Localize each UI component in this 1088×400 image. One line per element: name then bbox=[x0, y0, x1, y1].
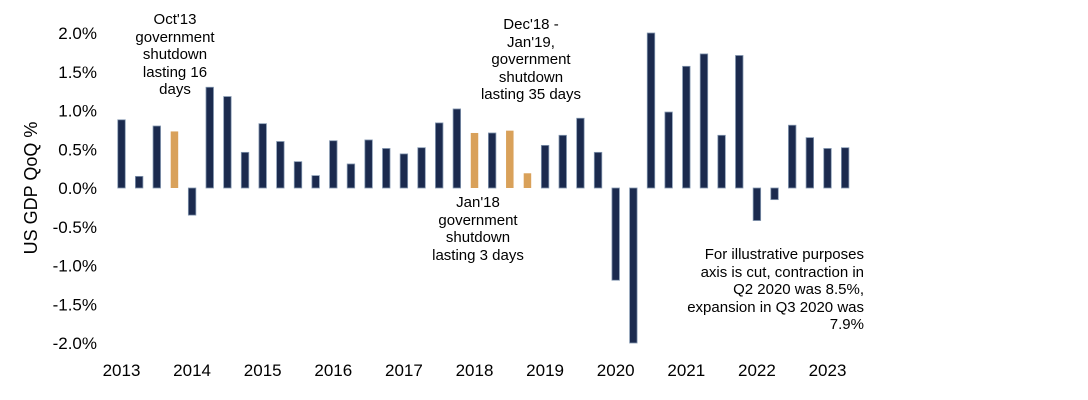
bar-2014-q1 bbox=[187, 187, 197, 216]
bar-2014-q4 bbox=[240, 151, 250, 189]
y-tick-label: -1.5% bbox=[53, 295, 97, 314]
bar-2015-q1 bbox=[258, 123, 267, 189]
bar-2018-q4 bbox=[523, 173, 532, 188]
y-axis-ticks: 2.0% 1.5% 1.0% 0.5% 0.0% -0.5% -1.0% -1.5% -2.0% bbox=[53, 24, 97, 353]
bar-2013-q2 bbox=[134, 175, 144, 189]
annotation-line: Q2 2020 was 8.5%, bbox=[733, 281, 864, 298]
annotation-line: lasting 16 bbox=[142, 63, 208, 81]
bar-2018-q2 bbox=[487, 132, 497, 189]
bar-2023-q2 bbox=[841, 147, 850, 189]
bar-2017-q1 bbox=[399, 153, 409, 189]
x-tick-label: 2015 bbox=[244, 361, 282, 380]
bar-2021-q3 bbox=[717, 134, 726, 189]
bar-2016-q2 bbox=[346, 163, 356, 189]
bar-2019-q3 bbox=[576, 117, 585, 189]
annotation-line: government bbox=[491, 51, 571, 68]
bar-2015-q2 bbox=[276, 141, 285, 189]
bar-2017-q3 bbox=[435, 122, 444, 189]
bar-2021-q4 bbox=[735, 55, 744, 189]
bar-2018-q3 bbox=[506, 130, 514, 188]
annotation-line: Oct'13 bbox=[153, 11, 197, 28]
x-tick-label: 2013 bbox=[103, 361, 141, 380]
annotation-line: For illustrative purposes bbox=[704, 246, 864, 263]
annotation-line: Jan'19, bbox=[507, 33, 555, 51]
x-tick-label: 2017 bbox=[385, 361, 423, 380]
y-axis-label: US GDP QoQ % bbox=[21, 122, 41, 255]
bar-2016-q3 bbox=[364, 139, 373, 189]
bar-2013-q1 bbox=[117, 119, 126, 189]
y-tick-label: 0.5% bbox=[58, 140, 97, 159]
bar-2016-q4 bbox=[382, 148, 391, 189]
bar-2016-q1 bbox=[329, 140, 338, 189]
annotation-line: government bbox=[135, 28, 215, 46]
annotation-line: Jan'18 bbox=[456, 194, 500, 211]
y-tick-label: 1.5% bbox=[58, 63, 97, 82]
bar-2020-q3 bbox=[646, 32, 656, 189]
bar-2022-q2 bbox=[770, 187, 779, 201]
bar-2014-q2 bbox=[205, 86, 214, 189]
annotation-line: Dec'18 - bbox=[503, 16, 559, 33]
bar-series bbox=[117, 32, 850, 344]
y-tick-label: 0.0% bbox=[58, 179, 97, 198]
x-tick-label: 2019 bbox=[526, 361, 564, 380]
bar-2021-q2 bbox=[699, 53, 709, 189]
x-tick-label: 2022 bbox=[738, 361, 776, 380]
annotation-line: shutdown bbox=[498, 68, 564, 86]
annotation-axis-cut: For illustrative purposes axis is cut, c… bbox=[680, 246, 864, 334]
annotation-line: axis is cut, contraction in bbox=[700, 263, 864, 281]
annotation-line: government bbox=[438, 211, 518, 229]
annotation-line: shutdown bbox=[445, 229, 511, 246]
annotation-line: expansion in Q3 2020 was bbox=[687, 298, 864, 316]
bar-2020-q2 bbox=[629, 187, 638, 344]
annotation-line: lasting 3 days bbox=[432, 246, 524, 264]
bar-2019-q4 bbox=[593, 151, 603, 189]
annotation-line: days bbox=[159, 81, 191, 98]
bar-2015-q4 bbox=[311, 175, 320, 189]
x-tick-label: 2020 bbox=[597, 361, 635, 380]
x-tick-label: 2021 bbox=[667, 361, 705, 380]
bar-2021-q1 bbox=[682, 65, 691, 189]
bar-2013-q4 bbox=[170, 131, 179, 188]
bar-2022-q4 bbox=[805, 137, 814, 189]
bar-2017-q2 bbox=[417, 147, 426, 189]
x-tick-label: 2016 bbox=[314, 361, 352, 380]
annotation-line: 7.9% bbox=[829, 316, 864, 333]
x-tick-label: 2018 bbox=[456, 361, 494, 380]
annotation-line: shutdown bbox=[142, 46, 208, 63]
y-tick-label: 1.0% bbox=[58, 102, 97, 121]
bar-2019-q2 bbox=[558, 134, 567, 189]
annotation-dec18-shutdown: Dec'18 - Jan'19, government shutdown las… bbox=[481, 16, 581, 104]
bar-2022-q1 bbox=[752, 187, 762, 221]
annotation-jan18-shutdown: Jan'18 government shutdown lasting 3 day… bbox=[432, 194, 524, 264]
x-tick-label: 2014 bbox=[173, 361, 211, 380]
y-tick-label: -1.0% bbox=[53, 257, 97, 276]
bar-2013-q3 bbox=[152, 125, 161, 189]
x-tick-label: 2023 bbox=[809, 361, 847, 380]
bar-2022-q3 bbox=[788, 124, 797, 189]
bar-2020-q4 bbox=[664, 111, 673, 189]
bar-2015-q3 bbox=[293, 161, 303, 189]
annotation-oct13-shutdown: Oct'13 government shutdown lasting 16 da… bbox=[135, 11, 214, 99]
bar-2023-q1 bbox=[823, 148, 832, 189]
bar-2017-q4 bbox=[452, 108, 462, 189]
y-tick-label: -2.0% bbox=[53, 334, 97, 353]
bar-2020-q1 bbox=[611, 187, 620, 281]
bar-2018-q1 bbox=[470, 132, 479, 188]
y-tick-label: -0.5% bbox=[53, 218, 97, 237]
annotation-line: lasting 35 days bbox=[480, 86, 582, 103]
bar-2019-q1 bbox=[540, 144, 550, 189]
bar-2014-q3 bbox=[223, 96, 232, 189]
x-axis-ticks: 2013 2014 2015 2016 2017 2018 2019 2020 2021 2022… bbox=[103, 361, 847, 380]
y-tick-label: 2.0% bbox=[58, 24, 97, 43]
